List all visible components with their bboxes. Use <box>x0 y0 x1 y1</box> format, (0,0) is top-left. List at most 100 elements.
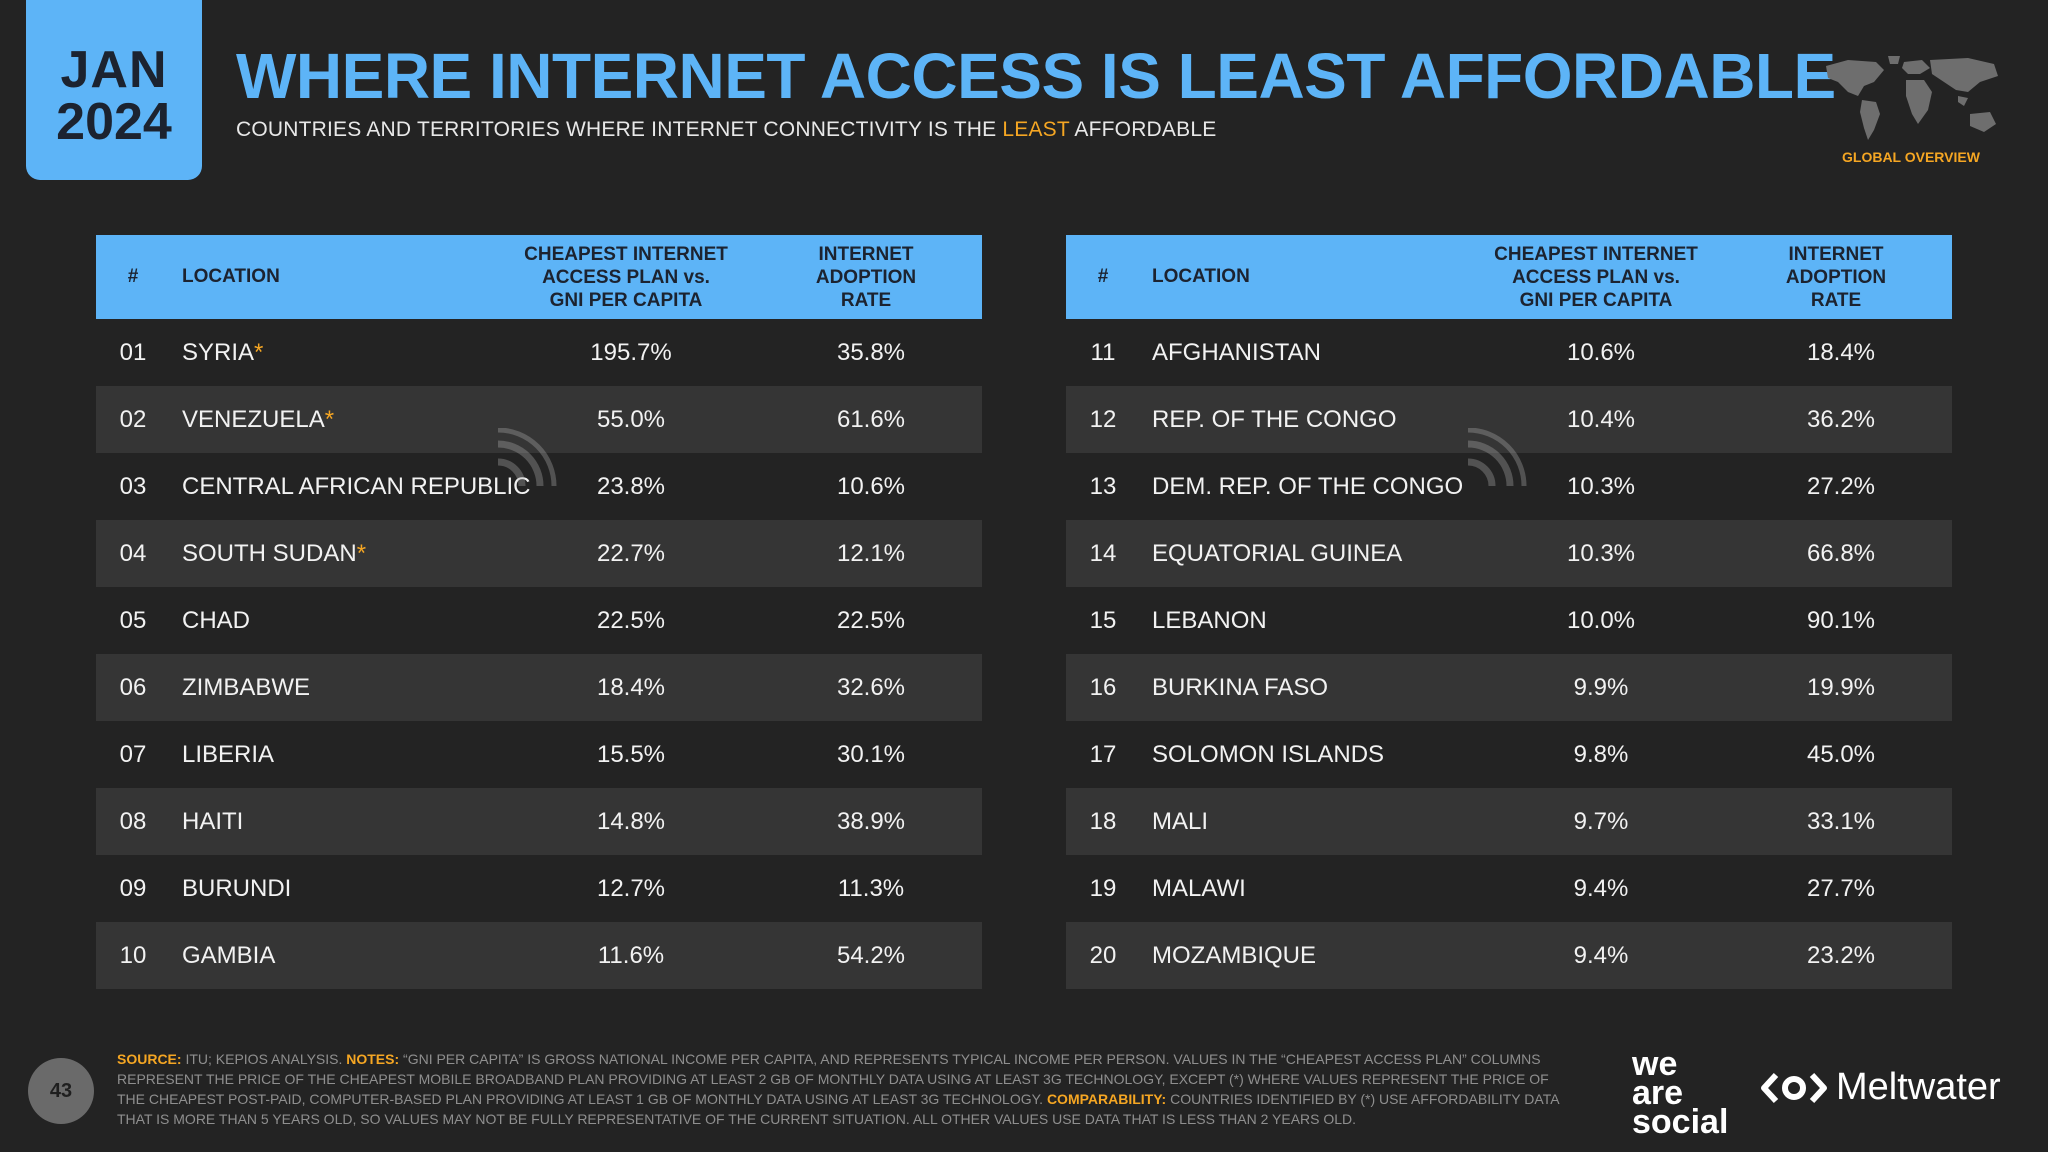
row-location: ZIMBABWE <box>182 673 311 701</box>
row-location: AFGHANISTAN <box>1152 338 1321 366</box>
table-header: # LOCATION CHEAPEST INTERNET ACCESS PLAN… <box>1066 235 1952 319</box>
header-rate-line3: RATE <box>840 289 892 311</box>
table-row: 18 MALI 9.7% 33.1% <box>1066 788 1952 855</box>
datareportal-watermark-icon <box>1467 428 1527 487</box>
row-location: MOZAMBIQUE <box>1152 941 1317 969</box>
row-num: 09 <box>119 874 147 902</box>
header-plan-line3: GNI PER CAPITA <box>1519 289 1673 311</box>
datareportal-watermark-icon <box>497 428 557 487</box>
row-plan: 23.8% <box>596 472 666 500</box>
row-plan: 9.9% <box>1573 673 1629 701</box>
row-location: REP. OF THE CONGO <box>1152 405 1397 433</box>
row-plan: 9.4% <box>1573 874 1629 902</box>
header-rate-line1: INTERNET <box>1788 243 1884 265</box>
row-plan: 12.7% <box>596 874 666 902</box>
row-plan: 9.4% <box>1573 941 1629 969</box>
table-row: 01 SYRIA* 195.7% 35.8% <box>96 319 982 386</box>
row-plan: 22.5% <box>596 606 666 634</box>
row-location: HAITI <box>182 807 244 835</box>
date-month: JAN <box>60 41 168 99</box>
row-num: 04 <box>119 539 147 567</box>
row-rate: 32.6% <box>836 673 906 701</box>
ranking-table-left: # LOCATION CHEAPEST INTERNET ACCESS PLAN… <box>96 235 982 989</box>
header-rate-line1: INTERNET <box>818 243 914 265</box>
section-label: GLOBAL OVERVIEW <box>1842 149 1980 165</box>
row-plan: 11.6% <box>597 941 665 969</box>
row-location: SYRIA* <box>182 338 264 366</box>
header-rate: INTERNET ADOPTION RATE <box>1756 243 1916 312</box>
table-row: 17 SOLOMON ISLANDS 9.8% 45.0% <box>1066 721 1952 788</box>
row-rate: 33.1% <box>1806 807 1876 835</box>
row-num: 08 <box>119 807 147 835</box>
row-plan: 9.7% <box>1573 807 1629 835</box>
row-location: CHAD <box>182 606 251 634</box>
table-row: 12 REP. OF THE CONGO 10.4% 36.2% <box>1066 386 1952 453</box>
row-rate: 18.4% <box>1806 338 1876 366</box>
row-location: BURKINA FASO <box>1152 673 1329 701</box>
row-location: DEM. REP. OF THE CONGO <box>1152 472 1464 500</box>
row-plan: 10.6% <box>1566 338 1636 366</box>
table-row: 14 EQUATORIAL GUINEA 10.3% 66.8% <box>1066 520 1952 587</box>
row-plan: 15.5% <box>596 740 666 768</box>
row-plan: 22.7% <box>596 539 666 567</box>
header-plan: CHEAPEST INTERNET ACCESS PLAN vs. GNI PE… <box>516 243 736 312</box>
row-rate: 38.9% <box>836 807 906 835</box>
ranking-table-right: # LOCATION CHEAPEST INTERNET ACCESS PLAN… <box>1066 235 1952 989</box>
footnotes: SOURCE: ITU; KEPIOS ANALYSIS. NOTES: “GN… <box>117 1051 1559 1127</box>
row-plan: 10.4% <box>1566 405 1636 433</box>
we-are-social-logo: we are social <box>1632 1045 1729 1141</box>
row-rate: 61.6% <box>836 405 906 433</box>
row-plan: 55.0% <box>596 405 666 433</box>
row-plan: 18.4% <box>596 673 666 701</box>
row-location: EQUATORIAL GUINEA <box>1152 539 1403 567</box>
row-rate: 66.8% <box>1806 539 1876 567</box>
row-rate: 22.5% <box>836 606 906 634</box>
row-rate: 54.2% <box>836 941 906 969</box>
row-num: 19 <box>1089 874 1117 902</box>
row-num: 15 <box>1089 606 1117 634</box>
row-num: 17 <box>1089 740 1117 768</box>
row-num: 05 <box>119 606 147 634</box>
row-num: 10 <box>119 941 147 969</box>
row-plan: 10.3% <box>1566 539 1636 567</box>
row-plan: 10.3% <box>1566 472 1636 500</box>
row-rate: 11.3% <box>837 874 905 902</box>
row-num: 11 <box>1090 338 1116 366</box>
page-number: 43 <box>28 1058 94 1124</box>
row-num: 13 <box>1089 472 1117 500</box>
row-num: 12 <box>1089 405 1117 433</box>
table-row: 20 MOZAMBIQUE 9.4% 23.2% <box>1066 922 1952 989</box>
row-location: LIBERIA <box>182 740 275 768</box>
header-plan-line2: ACCESS PLAN vs. <box>542 266 710 288</box>
row-location: GAMBIA <box>182 941 276 969</box>
header-plan-line1: CHEAPEST INTERNET <box>524 243 728 265</box>
row-location: MALAWI <box>1152 874 1246 902</box>
table-row: 04 SOUTH SUDAN* 22.7% 12.1% <box>96 520 982 587</box>
row-rate: 12.1% <box>836 539 906 567</box>
row-location: SOLOMON ISLANDS <box>1152 740 1385 768</box>
row-num: 07 <box>119 740 147 768</box>
table-row: 08 HAITI 14.8% 38.9% <box>96 788 982 855</box>
table-row: 16 BURKINA FASO 9.9% 19.9% <box>1066 654 1952 721</box>
row-num: 01 <box>119 338 147 366</box>
table-row: 07 LIBERIA 15.5% 30.1% <box>96 721 982 788</box>
table-row: 02 VENEZUELA* 55.0% 61.6% <box>96 386 982 453</box>
page-subtitle: COUNTRIES AND TERRITORIES WHERE INTERNET… <box>236 118 1216 142</box>
header-plan-line2: ACCESS PLAN vs. <box>1512 266 1680 288</box>
row-rate: 30.1% <box>836 740 906 768</box>
row-rate: 19.9% <box>1806 673 1876 701</box>
row-location: CENTRAL AFRICAN REPUBLIC <box>182 472 531 500</box>
row-num: 20 <box>1089 941 1117 969</box>
row-num: 06 <box>119 673 147 701</box>
table-row: 11 AFGHANISTAN 10.6% 18.4% <box>1066 319 1952 386</box>
row-rate: 10.6% <box>836 472 906 500</box>
row-num: 18 <box>1089 807 1117 835</box>
row-rate: 23.2% <box>1806 941 1876 969</box>
row-rate: 90.1% <box>1806 606 1876 634</box>
row-plan: 10.0% <box>1566 606 1636 634</box>
row-num: 14 <box>1089 539 1117 567</box>
header-plan-line1: CHEAPEST INTERNET <box>1494 243 1698 265</box>
row-rate: 45.0% <box>1806 740 1876 768</box>
header-location: LOCATION <box>182 266 280 287</box>
row-rate: 27.7% <box>1806 874 1876 902</box>
